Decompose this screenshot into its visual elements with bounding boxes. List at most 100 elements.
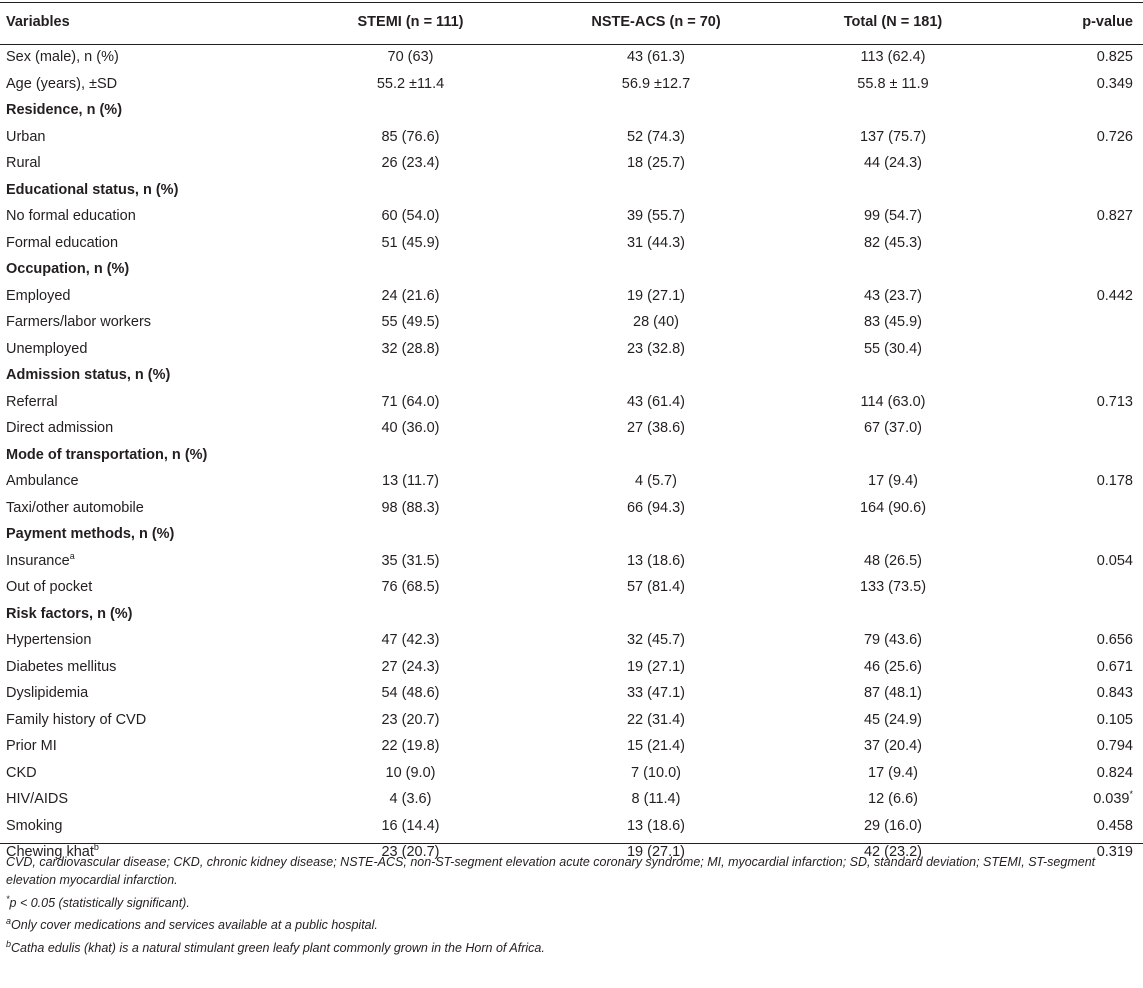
characteristics-table: Variables STEMI (n = 111) NSTE-ACS (n = … [0,0,1143,866]
cell-nste-acs: 23 (32.8) [626,340,686,357]
cell-stemi: 55.2 ±11.4 [376,75,445,92]
cell-stemi: 35 (31.5) [381,552,440,569]
footnote-b: bCatha edulis (khat) is a natural stimul… [6,938,545,955]
cell-total: 55.8 ± 11.9 [857,75,929,92]
top-rule [0,2,1143,3]
cell-stemi: 60 (54.0) [381,208,440,224]
header-total: Total (N = 181) [843,13,943,30]
cell-total: 55 (30.4) [863,340,923,357]
row-label: Smoking [6,817,63,834]
cell-total: 113 (62.4) [860,49,926,65]
section-label: Residence, n (%) [6,102,123,118]
cell-stemi: 13 (11.7) [382,473,439,489]
cell-nste-acs: 4 (5.7) [635,473,677,489]
cell-total: 37 (20.4) [863,738,923,754]
table-row: Sex (male), n (%) 70 (63) 43 (61.3) 113 (62… [0,44,1143,71]
row-label: Taxi/other automobile [6,499,144,516]
cell-total: 42 (23.2) [863,844,923,860]
cell-total: 48 (26.5) [863,552,923,569]
row-label: Out of pocket [6,579,93,595]
table-row: Rural 26 (23.4) 18 (25.7) 44 (24.3) [0,150,1143,177]
cell-p-value: 0.825 [1096,49,1133,65]
cell-stemi: 10 (9.0) [385,764,436,781]
section-label: Occupation, n (%) [6,261,130,277]
table-row: Formal education 51 (45.9) 31 (44.3) 82 (45… [0,230,1143,257]
row-label: Chewing khatb [6,842,99,860]
cell-nste-acs: 43 (61.4) [626,393,686,410]
cell-total: 17 (9.4) [868,764,918,781]
cell-nste-acs: 19 (27.1) [626,658,686,675]
cell-p-value: 0.843 [1096,685,1133,701]
cell-nste-acs: 19 (27.1) [626,844,686,860]
cell-p-value [1015,574,1143,601]
row-label: Insurancea [6,550,75,569]
cell-p-value: 0.794 [1096,738,1133,754]
row-label: Rural [6,155,41,171]
cell-p-value: 0.726 [1096,128,1133,145]
table-footnotes: CVD, cardiovascular disease; CKD, chroni… [6,853,1136,961]
section-label: Risk factors, n (%) [6,605,133,622]
table-row: Out of pocket 76 (68.5) 57 (81.4) 133 (73.5… [0,574,1143,601]
cell-nste-acs: 32 (45.7) [626,632,686,648]
table-row: Insurancea 35 (31.5) 13 (18.6) 48 (26.5) 0.0… [0,548,1143,575]
cell-total: 29 (16.0) [863,817,923,834]
row-label: HIV/AIDS [6,791,69,807]
cell-p-value: 0.105 [1096,711,1133,728]
cell-nste-acs: 18 (25.7) [626,155,686,171]
cell-stemi: 47 (42.3) [381,632,440,648]
cell-p-value: 0.713 [1096,393,1133,410]
section-label: Mode of transportation, n (%) [6,446,208,463]
header-stemi: STEMI (n = 111) [357,13,464,30]
cell-nste-acs: 66 (94.3) [626,499,686,516]
cell-nste-acs: 39 (55.7) [626,208,686,224]
cell-nste-acs: 15 (21.4) [626,738,686,754]
cell-stemi: 98 (88.3) [381,499,440,516]
cell-total: 164 (90.6) [859,499,927,516]
row-label: Urban [6,128,46,145]
table-row: No formal education 60 (54.0) 39 (55.7) 99 … [0,203,1143,230]
row-label: No formal education [6,208,136,224]
row-label: Diabetes mellitus [6,658,117,675]
cell-p-value: 0.178 [1096,473,1133,489]
cell-nste-acs: 8 (11.4) [631,791,681,807]
cell-nste-acs: 28 (40) [633,314,679,330]
cell-nste-acs: 7 (10.0) [631,764,681,781]
row-label: Family history of CVD [6,711,147,728]
section-row: Residence, n (%) [0,97,1143,124]
table-row: Referral 71 (64.0) 43 (61.4) 114 (63.0) 0.71… [0,389,1143,416]
cell-total: 46 (25.6) [863,658,923,675]
row-label: Prior MI [6,738,57,754]
cell-p-value [1015,150,1143,177]
row-label: Employed [6,287,71,304]
row-label: Dyslipidemia [6,685,89,701]
section-row: Occupation, n (%) [0,256,1143,283]
cell-nste-acs: 33 (47.1) [626,685,686,701]
cell-p-value [1015,309,1143,336]
cell-nste-acs: 13 (18.6) [626,552,686,569]
cell-p-value: 0.054 [1096,552,1133,569]
cell-stemi: 40 (36.0) [381,420,440,436]
table-row: Chewing khatb 23 (20.7) 19 (27.1) 42 (23.2)… [0,839,1143,866]
cell-total: 12 (6.6) [868,791,918,807]
cell-stemi: 85 (76.6) [381,128,440,145]
cell-total: 87 (48.1) [863,685,923,701]
cell-total: 82 (45.3) [863,234,923,251]
row-label: Referral [6,393,58,410]
table-row: Hypertension 47 (42.3) 32 (45.7) 79 (43.6) 0… [0,627,1143,654]
row-label: Age (years), ±SD [6,75,118,92]
table-row: Urban 85 (76.6) 52 (74.3) 137 (75.7) 0.726 [0,124,1143,151]
header-rule [0,44,1143,45]
cell-total: 133 (73.5) [859,579,927,595]
section-row: Risk factors, n (%) [0,601,1143,628]
cell-p-value: 0.039* [1093,789,1133,807]
row-label: Unemployed [6,340,88,357]
cell-nste-acs: 19 (27.1) [626,287,686,304]
row-label: Ambulance [6,473,79,489]
cell-total: 79 (43.6) [863,632,923,648]
header-row: Variables STEMI (n = 111) NSTE-ACS (n = … [0,0,1143,44]
cell-total: 137 (75.7) [859,128,927,145]
cell-nste-acs: 22 (31.4) [626,711,686,728]
table-body: Sex (male), n (%) 70 (63) 43 (61.3) 113 (62… [0,44,1143,866]
cell-stemi: 22 (19.8) [381,738,440,754]
cell-stemi: 70 (63) [387,49,434,65]
